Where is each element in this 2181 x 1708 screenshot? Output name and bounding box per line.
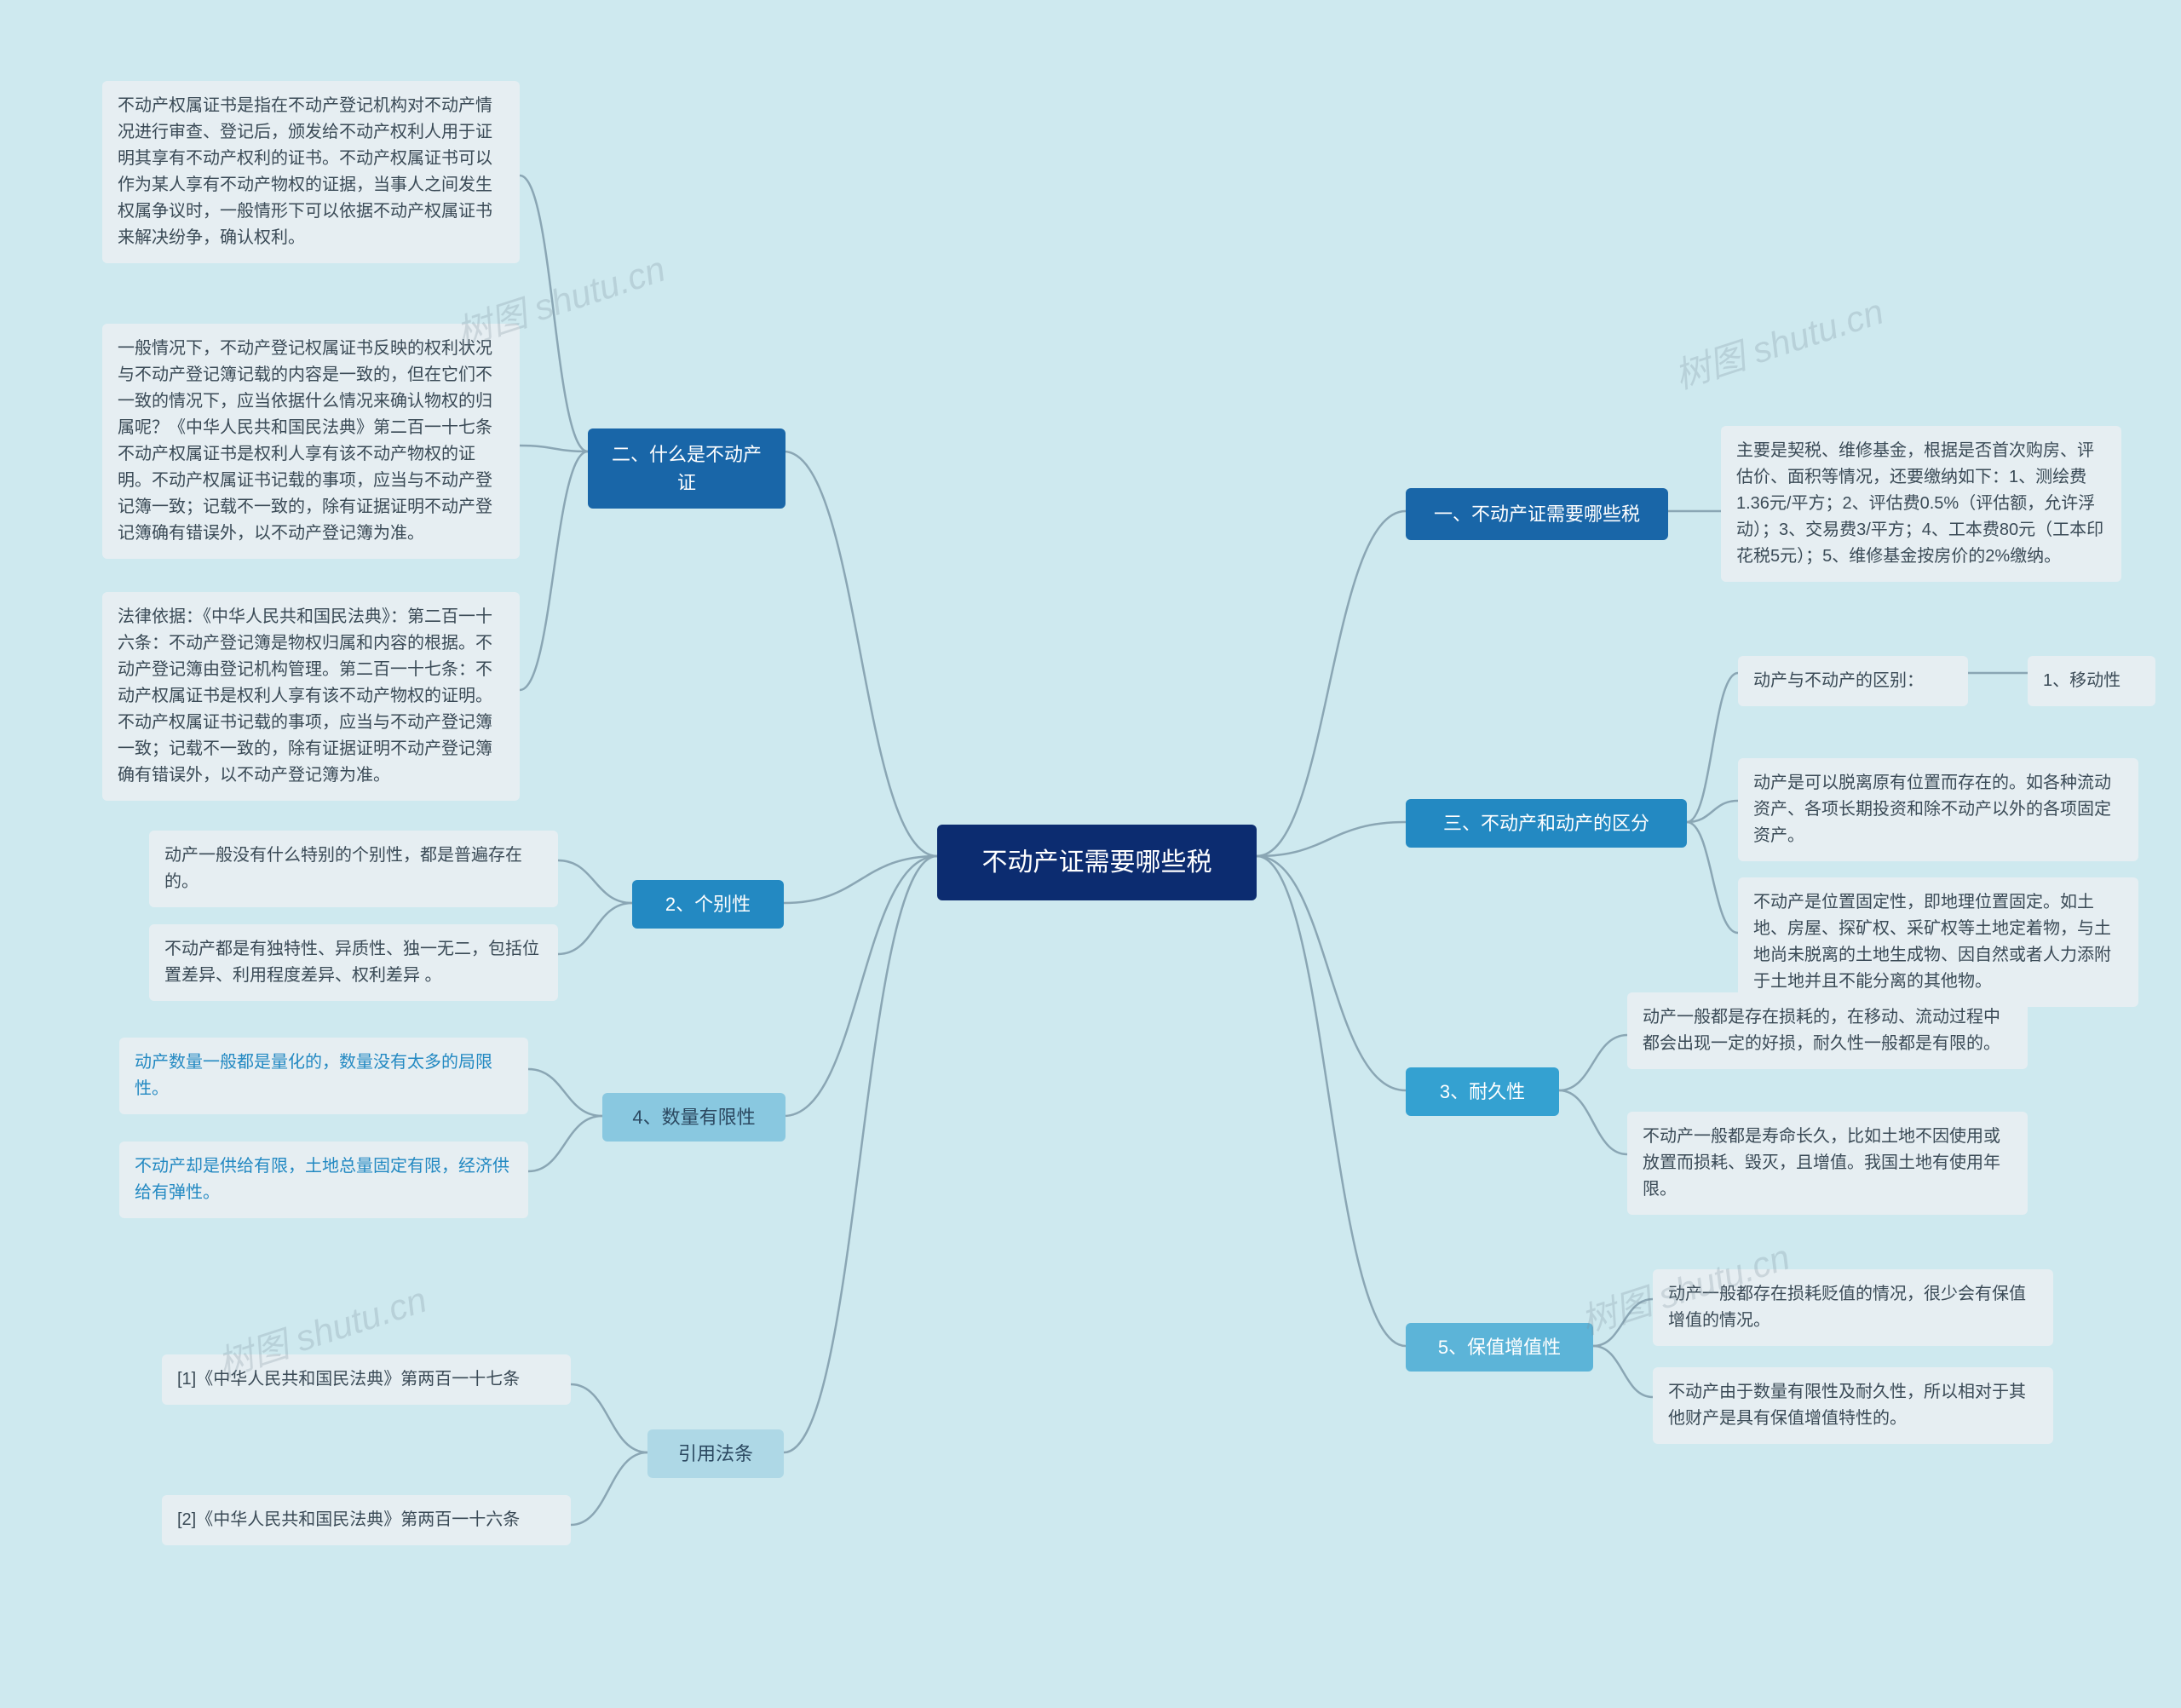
branch-2-leaf-c: 法律依据：《中华人民共和国民法典》：第二百一十六条：不动产登记簿是物权归属和内容… [102,592,520,801]
branch-4-leaf-a: 动产一般没有什么特别的个别性，都是普遍存在的。 [149,831,558,907]
branch-3-sub-a-child: 1、移动性 [2028,656,2155,706]
branch-7-citations: 引用法条 [647,1429,784,1478]
branch-5-durability: 3、耐久性 [1406,1067,1559,1116]
branch-4-individuality: 2、个别性 [632,880,784,929]
branch-2-leaf-b: 一般情况下，不动产登记权属证书反映的权利状况与不动产登记簿记载的内容是一致的，但… [102,324,520,559]
branch-3-leaf-c: 不动产是位置固定性，即地理位置固定。如土地、房屋、探矿权、采矿权等土地定着物，与… [1738,877,2138,1007]
mindmap-root: 不动产证需要哪些税 [937,825,1257,900]
branch-8-leaf-a: 动产一般都存在损耗贬值的情况，很少会有保值增值的情况。 [1653,1269,2053,1346]
branch-2-whatis: 二、什么是不动产证 [588,428,786,509]
branch-3-sub-a: 动产与不动产的区别： [1738,656,1968,706]
branch-4-leaf-b: 不动产都是有独特性、异质性、独一无二，包括位置差异、利用程度差异、权利差异 。 [149,924,558,1001]
branch-1-taxes: 一、不动产证需要哪些税 [1406,488,1668,540]
branch-8-appreciation: 5、保值增值性 [1406,1323,1593,1372]
branch-3-diff: 三、不动产和动产的区分 [1406,799,1687,848]
branch-6-quantity: 4、数量有限性 [602,1093,786,1142]
watermark: 树图 shutu.cn [1667,283,1890,400]
branch-7-leaf-b: [2]《中华人民共和国民法典》第两百一十六条 [162,1495,571,1545]
branch-3-leaf-b: 动产是可以脱离原有位置而存在的。如各种流动资产、各项长期投资和除不动产以外的各项… [1738,758,2138,861]
branch-5-leaf-a: 动产一般都是存在损耗的，在移动、流动过程中都会出现一定的好损，耐久性一般都是有限… [1627,992,2028,1069]
branch-6-leaf-b: 不动产却是供给有限，土地总量固定有限，经济供给有弹性。 [119,1142,528,1218]
branch-5-leaf-b: 不动产一般都是寿命长久，比如土地不因使用或放置而损耗、毁灭，且增值。我国土地有使… [1627,1112,2028,1215]
branch-7-leaf-a: [1]《中华人民共和国民法典》第两百一十七条 [162,1354,571,1405]
branch-6-leaf-a: 动产数量一般都是量化的，数量没有太多的局限性。 [119,1038,528,1114]
branch-8-leaf-b: 不动产由于数量有限性及耐久性，所以相对于其他财产是具有保值增值特性的。 [1653,1367,2053,1444]
branch-2-leaf-a: 不动产权属证书是指在不动产登记机构对不动产情况进行审查、登记后，颁发给不动产权利… [102,81,520,263]
branch-1-leaf: 主要是契税、维修基金，根据是否首次购房、评估价、面积等情况，还要缴纳如下：1、测… [1721,426,2121,582]
